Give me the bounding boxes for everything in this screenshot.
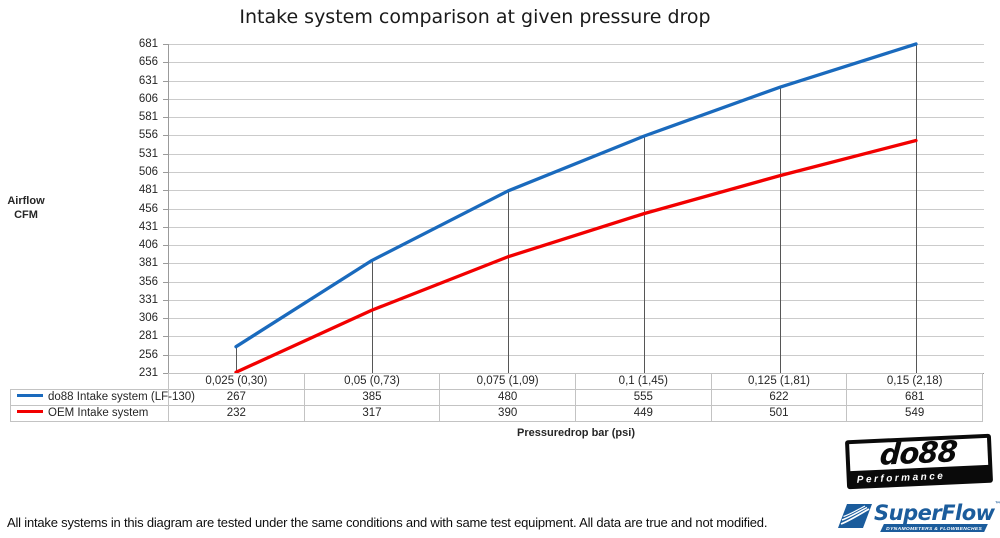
y-tick-label: 356 (138, 275, 158, 288)
y-tick-label: 256 (138, 348, 158, 361)
series-line-oem (234, 138, 918, 374)
superflow-banner: DYNAMOMETERS & FLOWBENCHES (880, 524, 988, 532)
x-category-label: 0,125 (1,81) (710, 373, 848, 390)
y-tick-label: 431 (138, 220, 158, 233)
superflow-logo: SuperFlow™ DYNAMOMETERS & FLOWBENCHES (838, 501, 1000, 535)
y-tick-label: 306 (138, 311, 158, 324)
table-value: 555 (574, 389, 712, 406)
superflow-wordmark: SuperFlow (874, 501, 995, 525)
y-tick-label: 481 (138, 183, 158, 196)
do88-logo-wordmark-bg: do88 (849, 433, 989, 472)
x-category-row: 0,025 (0,30) 0,05 (0,73) 0,075 (1,09) 0,1 (… (11, 373, 983, 390)
do88-logo-subtext: Performance (856, 470, 946, 486)
y-tick-label: 631 (138, 74, 158, 87)
y-axis-title: Airflow CFM (0, 194, 52, 222)
y-tick-label: 331 (138, 293, 158, 306)
data-table: 0,025 (0,30) 0,05 (0,73) 0,075 (1,09) 0,1 (… (10, 373, 983, 422)
do88-logo-text: do88 (879, 433, 959, 472)
table-value: 390 (439, 405, 576, 422)
table-value: 681 (846, 389, 983, 406)
table-value: 232 (168, 405, 305, 422)
y-tick-label: 606 (138, 92, 158, 105)
table-value: 549 (846, 405, 983, 422)
x-category-label: 0,025 (0,30) (168, 373, 305, 390)
series-line-do88 (234, 42, 918, 349)
y-tick-label: 656 (138, 55, 158, 68)
table-value: 480 (439, 389, 576, 406)
table-row: do88 Intake system (LF-130) 267 385 480 555 6… (10, 389, 983, 406)
y-axis-title-line1: Airflow (7, 195, 45, 207)
y-tick-label: 381 (138, 256, 158, 269)
y-tick-label: 681 (138, 37, 158, 50)
y-tick-label: 531 (138, 147, 158, 160)
disclaimer-text: All intake systems in this diagram are t… (7, 515, 768, 530)
table-corner-spacer (11, 374, 169, 390)
data-table-body: 0,025 (0,30) 0,05 (0,73) 0,075 (1,09) 0,1 (… (10, 373, 983, 422)
chart-title: Intake system comparison at given pressu… (239, 6, 711, 28)
y-tick-label: 281 (138, 329, 158, 342)
table-value: 501 (710, 405, 848, 422)
legend-cell: do88 Intake system (LF-130) (10, 389, 195, 406)
legend-cell: OEM Intake system (10, 405, 169, 422)
table-value: 622 (710, 389, 848, 406)
y-tick-label: 506 (138, 165, 158, 178)
x-category-label: 0,075 (1,09) (439, 373, 576, 390)
superflow-banner-text: DYNAMOMETERS & FLOWBENCHES (886, 525, 982, 531)
x-category-label: 0,05 (0,73) (303, 373, 441, 390)
superflow-waves-icon (838, 504, 872, 528)
table-value: 267 (168, 389, 305, 406)
legend-label: do88 Intake system (LF-130) (48, 391, 196, 403)
do88-logo: do88 Performance (844, 433, 994, 490)
y-axis-title-line2: CFM (14, 209, 38, 221)
y-tick-label: 406 (138, 238, 158, 251)
x-axis-title: Pressuredrop bar (psi) (517, 427, 635, 439)
table-value: 385 (303, 389, 441, 406)
table-value: 317 (303, 405, 441, 422)
x-category-label: 0,15 (2,18) (846, 373, 983, 390)
table-value: 449 (574, 405, 712, 422)
legend-label: OEM Intake system (48, 407, 149, 419)
legend-swatch (17, 409, 43, 413)
x-category-label: 0,1 (1,45) (574, 373, 712, 390)
y-tick-label: 556 (138, 128, 158, 141)
trademark-symbol: ™ (994, 501, 1000, 508)
table-row: OEM Intake system 232 317 390 449 501 549 (10, 405, 983, 422)
y-tick-label: 456 (138, 202, 158, 215)
superflow-logo-text: SuperFlow™ (874, 501, 1000, 525)
legend-swatch (17, 393, 43, 397)
y-tick-label: 581 (138, 110, 158, 123)
y-tick-label: 231 (138, 366, 158, 379)
